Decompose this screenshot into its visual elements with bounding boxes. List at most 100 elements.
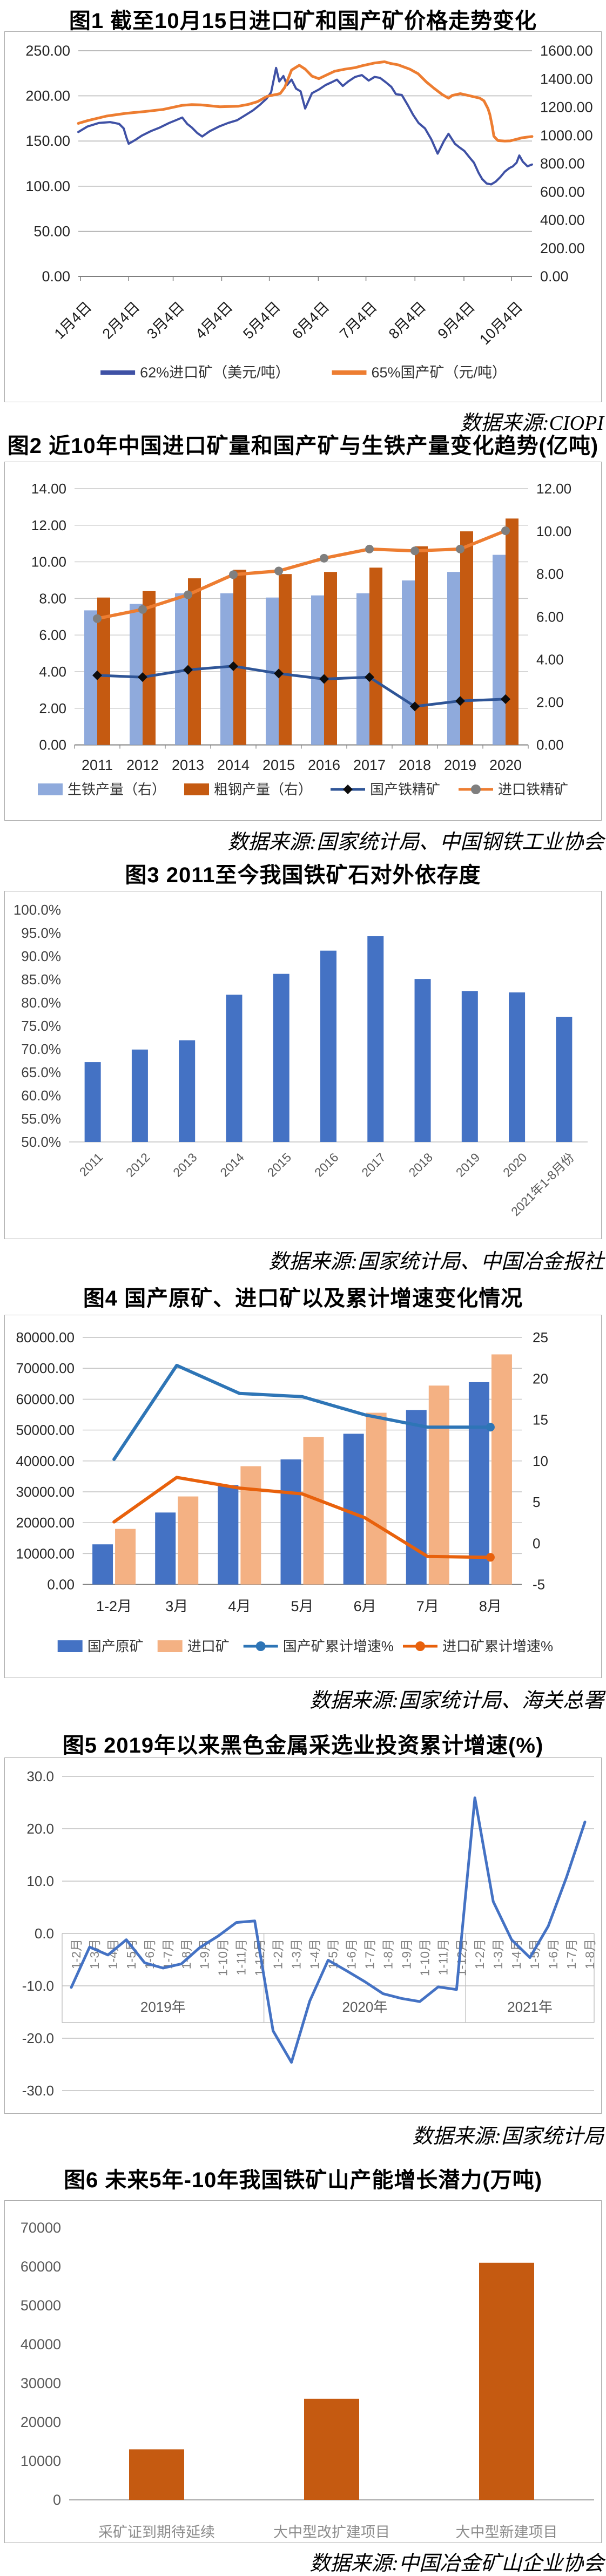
figure6-title: 图6 未来5年-10年我国铁矿山产能增长潜力(万吨): [63, 2168, 543, 2192]
svg-text:2014: 2014: [217, 757, 250, 773]
svg-text:20000: 20000: [21, 2414, 61, 2430]
svg-text:3月: 3月: [165, 1598, 188, 1614]
svg-text:60.0%: 60.0%: [21, 1087, 61, 1104]
svg-text:1-8月: 1-8月: [583, 1939, 597, 1969]
svg-text:2.00: 2.00: [39, 700, 66, 716]
svg-text:1-3月: 1-3月: [87, 1939, 102, 1969]
svg-text:1400.00: 1400.00: [540, 71, 593, 87]
figure1-source: 数据来源:CIOPI: [460, 412, 604, 435]
svg-text:1-2月: 1-2月: [96, 1598, 132, 1614]
svg-text:1600.00: 1600.00: [540, 43, 593, 59]
svg-text:200.00: 200.00: [25, 88, 70, 104]
svg-text:600.00: 600.00: [540, 184, 585, 200]
svg-text:1-10月: 1-10月: [216, 1939, 230, 1976]
svg-text:1-10月: 1-10月: [418, 1939, 432, 1976]
svg-text:-5: -5: [533, 1577, 545, 1593]
svg-text:12.00: 12.00: [31, 517, 66, 533]
svg-text:0.00: 0.00: [47, 1577, 75, 1593]
svg-text:30.0: 30.0: [26, 1768, 54, 1784]
svg-text:国产矿累计增速%: 国产矿累计增速%: [283, 1638, 394, 1654]
figure6-chart-canvas: 70000 60000 50000 40000 30000 20000 10000 0 采矿证到…: [4, 2200, 602, 2543]
svg-text:85.0%: 85.0%: [21, 971, 61, 988]
svg-text:-30.0: -30.0: [22, 2083, 54, 2099]
svg-text:10.0: 10.0: [26, 1873, 54, 1889]
svg-text:2012: 2012: [126, 757, 159, 773]
figure2-title: 图2 近10年中国进口矿量和国产矿与生铁产量变化趋势(亿吨): [7, 434, 599, 458]
svg-text:15: 15: [533, 1412, 548, 1428]
svg-text:1-2月: 1-2月: [473, 1939, 487, 1969]
figure4-chart-canvas: 80000.00 70000.00 60000.00 50000.00 40000.00…: [4, 1315, 602, 1678]
svg-text:-10.0: -10.0: [22, 1978, 54, 1994]
svg-text:75.0%: 75.0%: [21, 1018, 61, 1034]
svg-text:1-6月: 1-6月: [344, 1939, 358, 1969]
figure5-source: 数据来源:国家统计局: [412, 2125, 604, 2148]
svg-text:2019: 2019: [444, 757, 476, 773]
figure4-title: 图4 国产原矿、进口矿以及累计增速变化情况: [83, 1287, 523, 1310]
svg-text:50.0%: 50.0%: [21, 1134, 61, 1150]
svg-text:80000.00: 80000.00: [16, 1329, 75, 1346]
svg-text:2013: 2013: [172, 757, 204, 773]
svg-text:国产原矿: 国产原矿: [87, 1638, 144, 1654]
svg-text:0.00: 0.00: [39, 737, 66, 753]
svg-text:2.00: 2.00: [536, 694, 564, 711]
svg-text:采矿证到期待延续: 采矿证到期待延续: [98, 2524, 215, 2540]
figure5-title: 图5 2019年以来黑色金属采选业投资累计增速(%): [62, 1734, 544, 1757]
svg-text:10.00: 10.00: [536, 523, 571, 539]
svg-text:大中型新建项目: 大中型新建项目: [456, 2524, 558, 2540]
svg-text:10000.00: 10000.00: [16, 1545, 75, 1561]
svg-text:62%进口矿（美元/吨）: 62%进口矿（美元/吨）: [140, 364, 290, 381]
svg-text:20000.00: 20000.00: [16, 1515, 75, 1531]
svg-text:0: 0: [53, 2492, 61, 2508]
svg-text:1-6月: 1-6月: [546, 1939, 560, 1969]
svg-text:14.00: 14.00: [31, 481, 66, 497]
svg-text:1-11月: 1-11月: [436, 1939, 450, 1975]
svg-text:70000: 70000: [21, 2220, 61, 2236]
svg-text:2020年: 2020年: [342, 1999, 388, 2015]
svg-text:250.00: 250.00: [25, 43, 70, 59]
svg-text:大中型改扩建项目: 大中型改扩建项目: [273, 2524, 390, 2540]
svg-text:20.0: 20.0: [26, 1821, 54, 1837]
svg-text:0.00: 0.00: [42, 268, 70, 285]
svg-text:2011: 2011: [82, 757, 113, 773]
svg-text:60000: 60000: [21, 2259, 61, 2275]
fig2-svg: 14.00 12.00 10.00 8.00 6.00 4.00 2.00 0.00 12.00…: [4, 462, 602, 821]
svg-text:400.00: 400.00: [540, 212, 585, 228]
svg-text:10.00: 10.00: [31, 554, 66, 570]
svg-text:150.00: 150.00: [25, 133, 70, 149]
svg-text:0.00: 0.00: [540, 268, 569, 285]
svg-text:6.00: 6.00: [39, 627, 66, 643]
figure2-source: 数据来源:国家统计局、中国钢铁工业协会: [227, 831, 604, 854]
figure3-source: 数据来源:国家统计局、中国冶金报社: [268, 1250, 604, 1273]
svg-text:4月: 4月: [228, 1598, 251, 1614]
svg-text:6.00: 6.00: [536, 608, 564, 625]
svg-text:40000: 40000: [21, 2336, 61, 2352]
svg-text:10000: 10000: [21, 2453, 61, 2469]
svg-text:40000.00: 40000.00: [16, 1453, 75, 1469]
fig3-svg: 100.0% 95.0% 90.0% 85.0% 80.0% 75.0% 70.0% 65.0…: [4, 891, 602, 1239]
svg-text:200.00: 200.00: [540, 240, 585, 256]
figure2-chart-canvas: 14.00 12.00 10.00 8.00 6.00 4.00 2.00 0.00 12.00…: [4, 462, 602, 821]
svg-text:2017: 2017: [353, 757, 386, 773]
svg-text:100.0%: 100.0%: [14, 902, 61, 918]
figure3-chart-canvas: 100.0% 95.0% 90.0% 85.0% 80.0% 75.0% 70.0% 65.0…: [4, 891, 602, 1239]
fig6-svg: 70000 60000 50000 40000 30000 20000 10000 0 采矿证到…: [4, 2200, 602, 2543]
svg-text:1200.00: 1200.00: [540, 99, 593, 116]
svg-text:2015: 2015: [262, 757, 295, 773]
svg-text:1-11月: 1-11月: [234, 1939, 248, 1975]
fig5-svg: 30.0 20.0 10.0 0.0 -10.0 -20.0 -30.0 1-2月 1-3月 1-…: [4, 1757, 602, 2114]
svg-text:1-2月: 1-2月: [271, 1939, 285, 1969]
svg-text:生铁产量（右）: 生铁产量（右）: [68, 781, 166, 797]
svg-text:70000.00: 70000.00: [16, 1360, 75, 1376]
svg-text:5月: 5月: [291, 1598, 313, 1614]
svg-text:进口矿: 进口矿: [187, 1638, 230, 1654]
svg-text:1-4月: 1-4月: [308, 1939, 322, 1969]
svg-text:1-7月: 1-7月: [161, 1939, 175, 1969]
figure3-title: 图3 2011至今我国铁矿石对外依存度: [125, 863, 481, 887]
svg-text:1-5月: 1-5月: [528, 1939, 542, 1969]
svg-text:70.0%: 70.0%: [21, 1041, 61, 1057]
svg-text:1000.00: 1000.00: [540, 127, 593, 144]
svg-text:1-8月: 1-8月: [381, 1939, 395, 1969]
svg-text:-20.0: -20.0: [22, 2030, 54, 2046]
svg-text:8.00: 8.00: [39, 590, 66, 606]
svg-text:50000: 50000: [21, 2297, 61, 2314]
